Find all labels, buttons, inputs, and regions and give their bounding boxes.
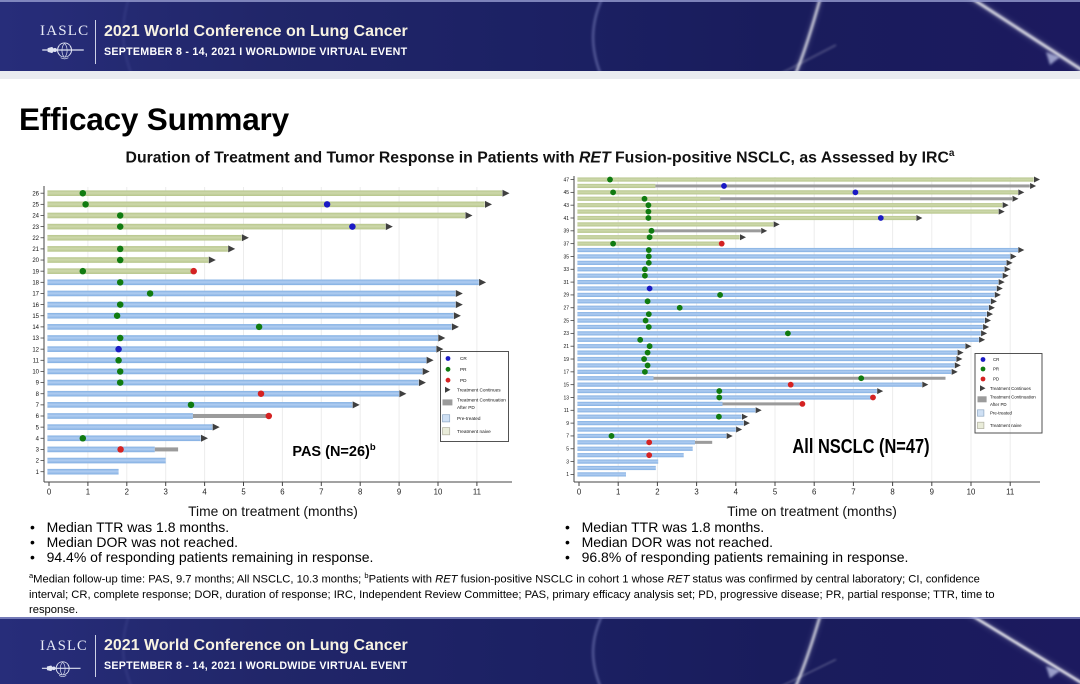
svg-text:4: 4 bbox=[36, 436, 40, 442]
svg-text:11: 11 bbox=[564, 408, 569, 414]
svg-text:13: 13 bbox=[32, 336, 39, 342]
svg-text:Treatment Continuation: Treatment Continuation bbox=[457, 398, 506, 403]
svg-text:33: 33 bbox=[563, 267, 569, 273]
svg-text:29: 29 bbox=[563, 293, 569, 299]
svg-text:27: 27 bbox=[563, 306, 569, 312]
svg-text:20: 20 bbox=[32, 258, 39, 264]
svg-text:Treatment naive: Treatment naive bbox=[457, 429, 491, 434]
svg-text:23: 23 bbox=[32, 225, 39, 231]
svg-text:9: 9 bbox=[566, 421, 569, 427]
svg-text:5: 5 bbox=[773, 488, 778, 497]
svg-text:11: 11 bbox=[473, 488, 481, 497]
svg-text:43: 43 bbox=[563, 203, 569, 209]
svg-text:7: 7 bbox=[851, 488, 855, 497]
svg-text:3: 3 bbox=[164, 488, 168, 497]
svg-text:35: 35 bbox=[563, 254, 569, 260]
svg-text:14: 14 bbox=[32, 325, 39, 331]
svg-text:25: 25 bbox=[563, 318, 569, 324]
svg-text:4: 4 bbox=[202, 488, 207, 497]
svg-text:17: 17 bbox=[563, 370, 569, 376]
svg-text:2: 2 bbox=[125, 488, 129, 497]
svg-text:PD: PD bbox=[460, 378, 467, 383]
svg-text:Treatment Continuation: Treatment Continuation bbox=[990, 394, 1036, 399]
svg-text:10: 10 bbox=[32, 370, 39, 376]
svg-text:2: 2 bbox=[655, 488, 659, 497]
svg-text:6: 6 bbox=[36, 414, 40, 420]
svg-text:1: 1 bbox=[36, 470, 40, 476]
svg-text:1: 1 bbox=[86, 488, 90, 497]
svg-text:13: 13 bbox=[563, 395, 569, 401]
svg-text:Treatment naive: Treatment naive bbox=[990, 423, 1022, 428]
svg-text:11: 11 bbox=[1006, 488, 1014, 497]
svg-text:25: 25 bbox=[32, 203, 39, 209]
svg-text:9: 9 bbox=[397, 488, 401, 497]
svg-text:22: 22 bbox=[32, 236, 39, 242]
svg-text:1: 1 bbox=[566, 472, 569, 478]
svg-text:15: 15 bbox=[32, 314, 39, 320]
svg-text:19: 19 bbox=[563, 357, 569, 363]
svg-text:9: 9 bbox=[930, 488, 934, 497]
svg-text:8: 8 bbox=[358, 488, 362, 497]
svg-text:Pre-treated: Pre-treated bbox=[457, 416, 481, 421]
svg-text:3: 3 bbox=[566, 459, 569, 465]
svg-text:CR: CR bbox=[993, 357, 999, 362]
svg-text:16: 16 bbox=[32, 303, 39, 309]
svg-text:8: 8 bbox=[36, 392, 40, 398]
svg-text:5: 5 bbox=[36, 425, 40, 431]
svg-text:11: 11 bbox=[33, 358, 40, 364]
svg-text:CR: CR bbox=[460, 356, 467, 361]
svg-text:2: 2 bbox=[36, 459, 40, 465]
svg-text:Treatment Continues: Treatment Continues bbox=[990, 386, 1032, 391]
svg-text:Treatment Continues: Treatment Continues bbox=[457, 388, 501, 393]
svg-text:19: 19 bbox=[32, 269, 39, 275]
svg-text:0: 0 bbox=[47, 488, 52, 497]
svg-text:17: 17 bbox=[32, 292, 39, 298]
svg-text:6: 6 bbox=[280, 488, 284, 497]
svg-text:47: 47 bbox=[563, 177, 569, 183]
svg-text:0: 0 bbox=[577, 488, 582, 497]
svg-text:21: 21 bbox=[563, 344, 569, 350]
svg-text:5: 5 bbox=[566, 447, 569, 453]
svg-text:10: 10 bbox=[434, 488, 443, 497]
svg-text:41: 41 bbox=[563, 216, 569, 222]
svg-text:1: 1 bbox=[616, 488, 620, 497]
svg-text:21: 21 bbox=[32, 247, 39, 253]
svg-text:18: 18 bbox=[32, 280, 39, 286]
svg-text:26: 26 bbox=[32, 191, 39, 197]
svg-text:12: 12 bbox=[32, 347, 39, 353]
svg-text:5: 5 bbox=[241, 488, 246, 497]
svg-text:4: 4 bbox=[734, 488, 739, 497]
svg-text:9: 9 bbox=[36, 381, 40, 387]
svg-text:24: 24 bbox=[32, 214, 39, 220]
svg-text:39: 39 bbox=[563, 229, 569, 235]
svg-text:8: 8 bbox=[890, 488, 894, 497]
svg-text:7: 7 bbox=[36, 403, 40, 409]
svg-text:31: 31 bbox=[563, 280, 569, 286]
svg-text:PD: PD bbox=[993, 377, 999, 382]
svg-text:PR: PR bbox=[460, 367, 467, 372]
svg-text:After PD: After PD bbox=[990, 402, 1007, 407]
svg-text:45: 45 bbox=[563, 190, 569, 196]
svg-text:23: 23 bbox=[563, 331, 569, 337]
svg-text:15: 15 bbox=[563, 382, 569, 388]
svg-text:Pre-treated: Pre-treated bbox=[990, 411, 1013, 416]
svg-text:3: 3 bbox=[694, 488, 698, 497]
svg-text:6: 6 bbox=[812, 488, 816, 497]
svg-text:After PD: After PD bbox=[457, 405, 475, 410]
svg-text:10: 10 bbox=[967, 488, 976, 497]
svg-text:3: 3 bbox=[36, 448, 40, 454]
svg-text:PR: PR bbox=[993, 367, 999, 372]
svg-text:7: 7 bbox=[319, 488, 323, 497]
svg-text:37: 37 bbox=[563, 241, 569, 247]
svg-text:7: 7 bbox=[566, 434, 569, 440]
